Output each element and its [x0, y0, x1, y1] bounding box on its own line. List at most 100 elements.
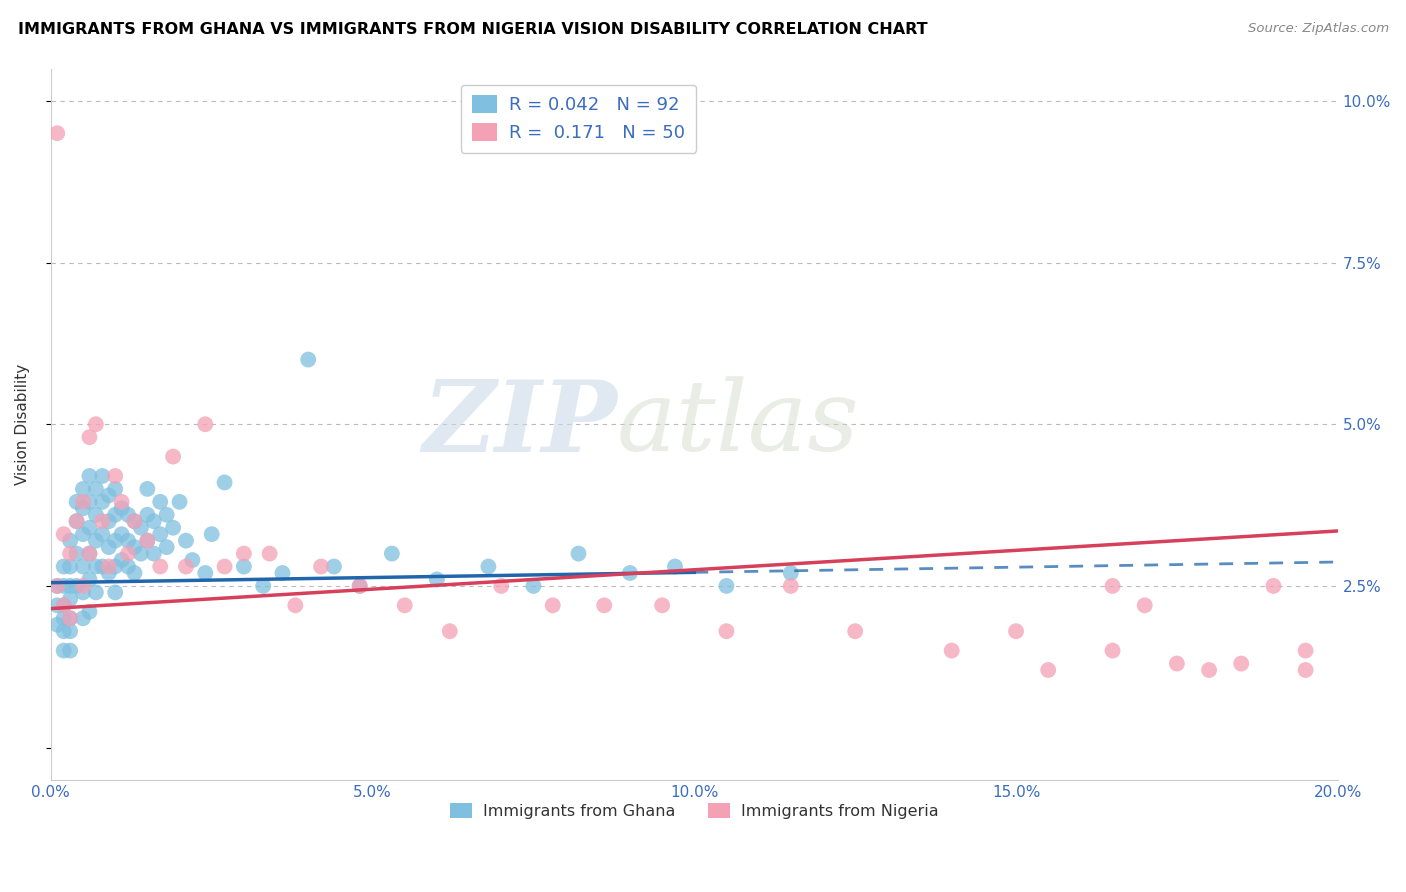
Point — [104, 559, 127, 574]
Point — [84, 417, 107, 432]
Point — [91, 469, 114, 483]
Point — [214, 475, 236, 490]
Point — [174, 559, 197, 574]
Point — [52, 559, 75, 574]
Point — [110, 501, 132, 516]
Point — [1038, 663, 1060, 677]
Point — [232, 559, 254, 574]
Y-axis label: Vision Disability: Vision Disability — [15, 364, 30, 485]
Text: atlas: atlas — [617, 376, 860, 472]
Point — [181, 553, 204, 567]
Point — [65, 547, 87, 561]
Point — [142, 514, 165, 528]
Point — [65, 579, 87, 593]
Point — [52, 643, 75, 657]
Point — [169, 495, 191, 509]
Point — [84, 585, 107, 599]
Point — [97, 559, 120, 574]
Point — [59, 533, 82, 548]
Point — [716, 579, 738, 593]
Point — [664, 559, 686, 574]
Point — [52, 599, 75, 613]
Point — [297, 352, 319, 367]
Point — [162, 521, 184, 535]
Point — [59, 611, 82, 625]
Point — [79, 469, 101, 483]
Point — [79, 495, 101, 509]
Point — [491, 579, 513, 593]
Point — [72, 527, 94, 541]
Point — [46, 599, 69, 613]
Point — [844, 624, 866, 639]
Point — [59, 611, 82, 625]
Point — [124, 540, 146, 554]
Point — [136, 482, 159, 496]
Point — [1005, 624, 1028, 639]
Point — [284, 599, 307, 613]
Point — [214, 559, 236, 574]
Point — [194, 566, 217, 580]
Point — [201, 527, 224, 541]
Point — [124, 566, 146, 580]
Point — [84, 559, 107, 574]
Point — [1295, 663, 1317, 677]
Point — [104, 585, 127, 599]
Point — [1133, 599, 1156, 613]
Point — [65, 514, 87, 528]
Point — [59, 579, 82, 593]
Point — [149, 527, 172, 541]
Point — [91, 559, 114, 574]
Point — [79, 605, 101, 619]
Point — [1101, 579, 1123, 593]
Point — [84, 508, 107, 522]
Point — [79, 573, 101, 587]
Point — [79, 430, 101, 444]
Point — [136, 533, 159, 548]
Point — [439, 624, 461, 639]
Point — [72, 495, 94, 509]
Point — [91, 527, 114, 541]
Point — [79, 521, 101, 535]
Point — [349, 579, 371, 593]
Point — [232, 547, 254, 561]
Point — [117, 533, 139, 548]
Point — [271, 566, 294, 580]
Point — [129, 547, 152, 561]
Point — [97, 566, 120, 580]
Point — [162, 450, 184, 464]
Point — [149, 559, 172, 574]
Point — [110, 527, 132, 541]
Point — [136, 533, 159, 548]
Point — [97, 488, 120, 502]
Point — [426, 573, 449, 587]
Point — [110, 495, 132, 509]
Point — [117, 508, 139, 522]
Point — [104, 482, 127, 496]
Point — [72, 482, 94, 496]
Point — [1198, 663, 1220, 677]
Point — [124, 514, 146, 528]
Point — [1166, 657, 1188, 671]
Point — [651, 599, 673, 613]
Point — [779, 579, 801, 593]
Point — [65, 495, 87, 509]
Point — [619, 566, 641, 580]
Point — [52, 599, 75, 613]
Point — [1295, 643, 1317, 657]
Point — [1230, 657, 1253, 671]
Point — [104, 469, 127, 483]
Point — [46, 579, 69, 593]
Point — [65, 514, 87, 528]
Point — [1101, 643, 1123, 657]
Point — [97, 540, 120, 554]
Point — [52, 611, 75, 625]
Text: IMMIGRANTS FROM GHANA VS IMMIGRANTS FROM NIGERIA VISION DISABILITY CORRELATION C: IMMIGRANTS FROM GHANA VS IMMIGRANTS FROM… — [18, 22, 928, 37]
Point — [84, 482, 107, 496]
Point — [52, 527, 75, 541]
Text: Source: ZipAtlas.com: Source: ZipAtlas.com — [1249, 22, 1389, 36]
Point — [349, 579, 371, 593]
Point — [104, 533, 127, 548]
Point — [97, 514, 120, 528]
Point — [59, 547, 82, 561]
Point — [46, 579, 69, 593]
